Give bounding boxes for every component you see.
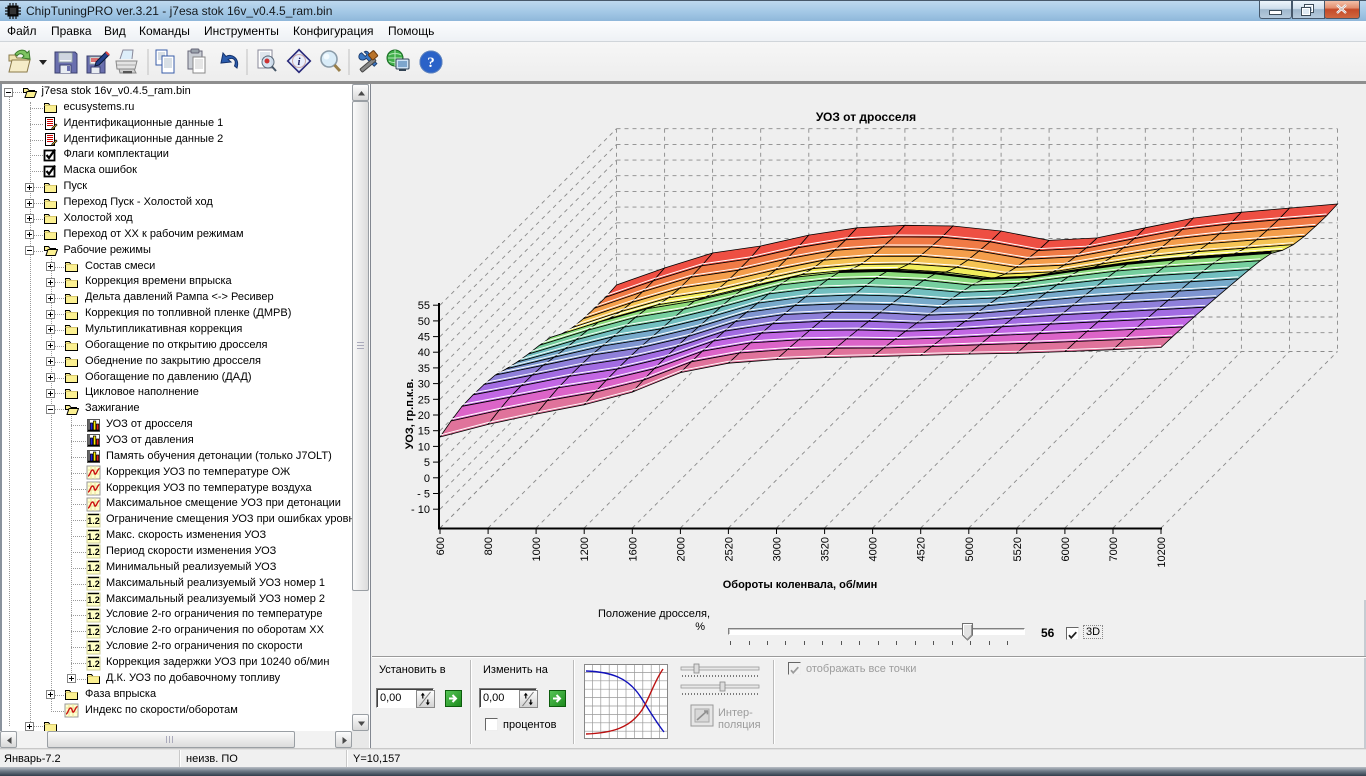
svg-text:1.2: 1.2 bbox=[87, 627, 100, 637]
svg-text:Обороты коленвала, об/мин: Обороты коленвала, об/мин bbox=[723, 579, 878, 591]
svg-text:3520: 3520 bbox=[820, 537, 832, 561]
svg-text:1.2: 1.2 bbox=[87, 547, 100, 557]
svg-text:1.2: 1.2 bbox=[87, 595, 100, 605]
svg-text:35: 35 bbox=[418, 363, 430, 375]
svg-text:10: 10 bbox=[418, 441, 430, 453]
svg-text:1.2: 1.2 bbox=[87, 532, 100, 542]
svg-text:0: 0 bbox=[424, 473, 430, 485]
svg-text:30: 30 bbox=[418, 379, 430, 391]
svg-text:1200: 1200 bbox=[579, 537, 591, 561]
svg-text:4000: 4000 bbox=[868, 537, 880, 561]
svg-text:1600: 1600 bbox=[627, 537, 639, 561]
svg-text:40: 40 bbox=[418, 347, 430, 359]
svg-text:УОЗ от дросселя: УОЗ от дросселя bbox=[816, 110, 916, 124]
svg-text:5: 5 bbox=[424, 457, 430, 469]
svg-text:55: 55 bbox=[418, 300, 430, 312]
svg-text:1.2: 1.2 bbox=[87, 563, 100, 573]
svg-text:2000: 2000 bbox=[675, 537, 687, 561]
svg-text:1000: 1000 bbox=[531, 537, 543, 561]
svg-text:i: i bbox=[297, 56, 301, 68]
svg-text:1.2: 1.2 bbox=[87, 659, 100, 669]
svg-text:50: 50 bbox=[418, 316, 430, 328]
svg-text:?: ? bbox=[427, 55, 435, 71]
svg-text:1.2: 1.2 bbox=[87, 516, 100, 526]
svg-text:1.2: 1.2 bbox=[87, 579, 100, 589]
svg-text:10200: 10200 bbox=[1156, 537, 1168, 568]
svg-text:7000: 7000 bbox=[1108, 537, 1120, 561]
svg-text:5000: 5000 bbox=[964, 537, 976, 561]
svg-text:1.2: 1.2 bbox=[87, 611, 100, 621]
svg-text:5520: 5520 bbox=[1012, 537, 1024, 561]
svg-text:6000: 6000 bbox=[1060, 537, 1072, 561]
svg-text:25: 25 bbox=[418, 394, 430, 406]
svg-text:20: 20 bbox=[418, 410, 430, 422]
svg-text:1.2: 1.2 bbox=[87, 643, 100, 653]
svg-text:- 5: - 5 bbox=[417, 489, 430, 501]
svg-text:- 10: - 10 bbox=[411, 504, 430, 516]
svg-text:45: 45 bbox=[418, 332, 430, 344]
svg-text:4520: 4520 bbox=[916, 537, 928, 561]
svg-text:800: 800 bbox=[483, 537, 495, 555]
svg-text:600: 600 bbox=[435, 537, 447, 555]
svg-text:2520: 2520 bbox=[723, 537, 735, 561]
svg-text:УОЗ, гр.п.к.в.: УОЗ, гр.п.к.в. bbox=[404, 379, 416, 450]
svg-text:15: 15 bbox=[418, 426, 430, 438]
svg-text:3000: 3000 bbox=[772, 537, 784, 561]
